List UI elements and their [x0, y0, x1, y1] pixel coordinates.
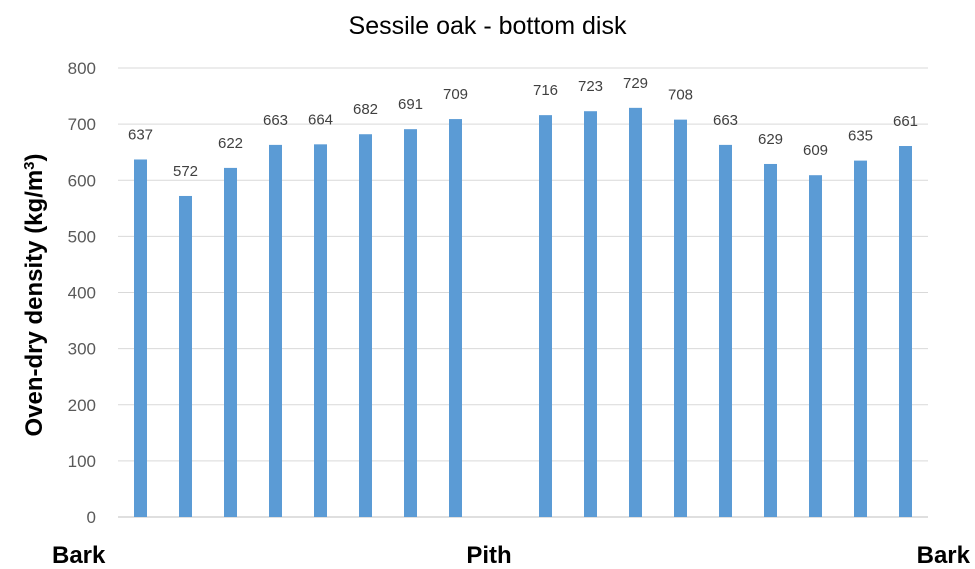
data-label: 609 — [803, 142, 828, 159]
data-label: 637 — [128, 126, 153, 143]
data-label: 572 — [173, 163, 198, 180]
y-tick-label: 0 — [87, 508, 96, 527]
bar — [359, 134, 372, 518]
data-label: 682 — [353, 101, 378, 118]
data-label: 709 — [443, 86, 468, 103]
data-label: 663 — [713, 112, 738, 129]
y-axis-label-end: ) — [21, 153, 48, 161]
y-axis-label: Oven-dry density (kg/m3) — [21, 153, 49, 436]
data-label: 723 — [578, 78, 603, 95]
bar — [629, 107, 642, 517]
y-tick-label: 500 — [68, 227, 96, 246]
data-label: 629 — [758, 131, 783, 148]
y-tick-label: 800 — [68, 59, 96, 78]
y-tick-label: 400 — [68, 284, 96, 303]
y-tick-label: 700 — [68, 115, 96, 134]
y-tick-label: 200 — [68, 396, 96, 415]
chart-title: Sessile oak - bottom disk — [348, 12, 627, 40]
data-label: 708 — [668, 87, 693, 104]
grid-layer — [118, 67, 928, 518]
data-label: 661 — [893, 113, 918, 130]
data-labels: 637 572 622 663 664 682 691 709 716 723 729 708 663 6… — [128, 75, 918, 180]
x-marker-left: Bark — [52, 542, 106, 569]
data-label: 691 — [398, 96, 423, 113]
y-tick-labels: 0 100 200 300 400 500 600 700 800 — [68, 59, 96, 527]
bar — [179, 195, 192, 517]
bar — [809, 175, 822, 518]
bar — [224, 167, 237, 517]
data-label: 664 — [308, 111, 333, 128]
y-axis-label-sup: 3 — [21, 161, 38, 169]
bar — [404, 129, 417, 517]
x-marker-right: Bark — [917, 542, 971, 569]
bar — [134, 159, 147, 517]
bar — [899, 146, 912, 518]
x-marker-center: Pith — [466, 542, 511, 569]
data-label: 622 — [218, 135, 243, 152]
bar — [539, 115, 552, 518]
data-label: 729 — [623, 75, 648, 92]
y-tick-label: 300 — [68, 340, 96, 359]
bar — [674, 119, 687, 517]
y-tick-label: 100 — [68, 452, 96, 471]
bar — [764, 163, 777, 517]
bar — [719, 144, 732, 518]
data-label: 716 — [533, 82, 558, 99]
y-tick-label: 600 — [68, 171, 96, 190]
bar — [449, 119, 462, 517]
bar — [314, 144, 327, 517]
data-label: 663 — [263, 112, 288, 129]
bar — [854, 160, 867, 517]
bar — [269, 144, 282, 518]
data-label: 635 — [848, 128, 873, 145]
bar — [584, 111, 597, 517]
y-axis-label-base: Oven-dry density (kg/m — [21, 170, 48, 437]
bars — [134, 107, 912, 518]
